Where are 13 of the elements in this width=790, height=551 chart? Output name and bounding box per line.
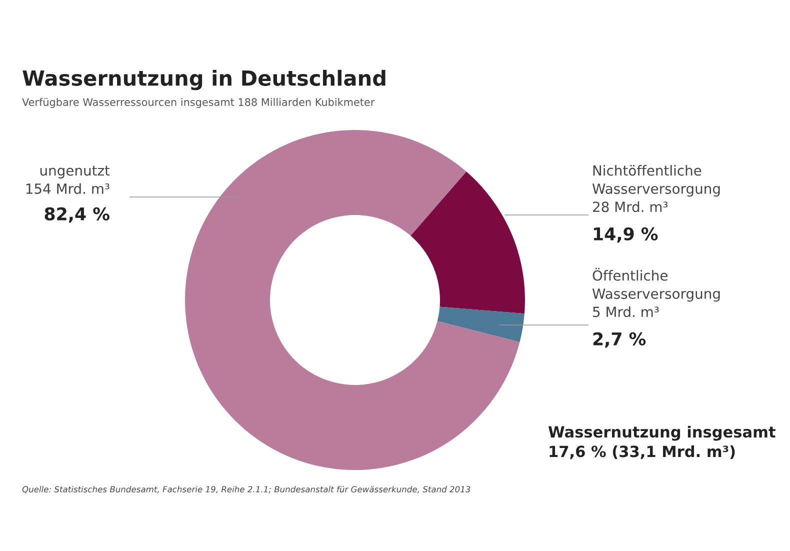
slice-label: Öffentliche Wasserversorgung xyxy=(592,268,720,302)
chart-subtitle: Verfügbare Wasserressourcen insgesamt 188 Milliarden Kubikmeter xyxy=(22,98,375,108)
text: Wassernutzung insgesamt 17,6 % (33,1 Mrd. m³) xyxy=(548,426,776,460)
data-label: 154 Mrd. m³ 82,4 % xyxy=(26,183,110,223)
donut-slice xyxy=(185,130,520,470)
data-label: 5 Mrd. m³ 2,7 % xyxy=(593,306,659,348)
slice-label: Nichtöffentliche Wasserversorgung xyxy=(592,165,720,197)
donut-slice xyxy=(437,306,524,342)
donut-slice xyxy=(410,172,525,314)
data-label: 28 Mrd. m³ 14,9 % xyxy=(593,201,668,243)
source-note: Quelle: Statistisches Bundesamt, Fachserie 19, Reihe 2.1.1; Bundesanstalt für Gewässerkunde, Stand 2013 xyxy=(22,486,470,494)
chart-title: Wassernutzung in Deutschland xyxy=(22,70,386,90)
slice-label: ungenutzt xyxy=(40,166,110,178)
